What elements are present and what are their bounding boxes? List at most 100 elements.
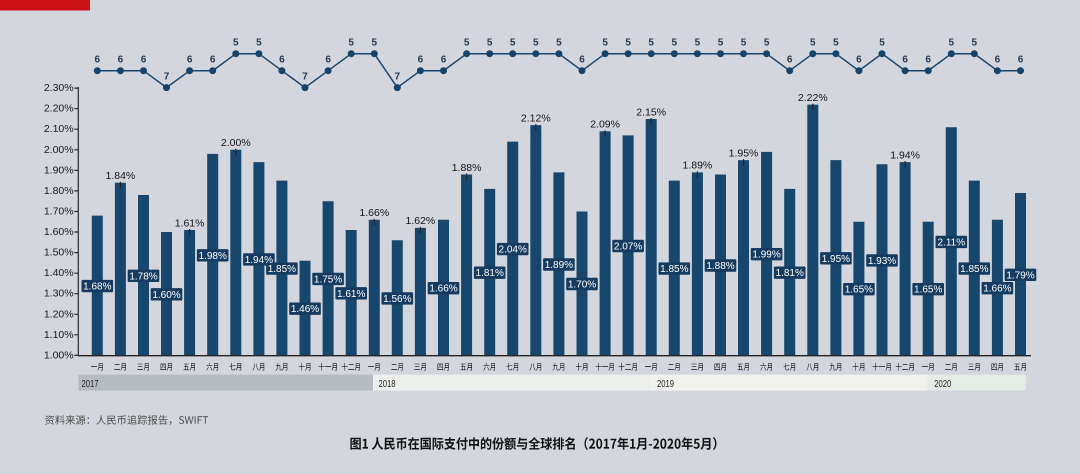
svg-text:1.65%: 1.65% — [845, 285, 873, 296]
svg-text:6: 6 — [579, 55, 585, 66]
svg-text:2.00%: 2.00% — [44, 144, 74, 156]
svg-text:1.56%: 1.56% — [383, 294, 411, 305]
svg-text:2018: 2018 — [379, 379, 396, 390]
svg-text:1.62%: 1.62% — [406, 215, 436, 227]
svg-text:1.80%: 1.80% — [44, 185, 74, 197]
svg-text:5: 5 — [348, 38, 354, 49]
svg-text:1.84%: 1.84% — [106, 170, 136, 182]
svg-text:2.00%: 2.00% — [221, 137, 251, 149]
svg-text:5: 5 — [602, 38, 608, 49]
svg-text:1.79%: 1.79% — [1006, 270, 1034, 281]
svg-text:1.60%: 1.60% — [44, 226, 74, 238]
svg-text:6: 6 — [325, 55, 331, 66]
svg-text:5: 5 — [949, 38, 955, 49]
svg-text:1.81%: 1.81% — [776, 268, 804, 279]
svg-text:6: 6 — [902, 55, 908, 66]
svg-text:5: 5 — [833, 38, 839, 49]
svg-text:1.20%: 1.20% — [44, 308, 74, 320]
svg-text:5: 5 — [672, 38, 678, 49]
svg-text:1.10%: 1.10% — [44, 329, 74, 341]
svg-text:7: 7 — [302, 71, 308, 82]
svg-text:1.85%: 1.85% — [960, 264, 988, 275]
svg-text:1.89%: 1.89% — [545, 260, 573, 271]
svg-text:2.04%: 2.04% — [499, 245, 527, 256]
svg-text:1.78%: 1.78% — [129, 271, 157, 282]
svg-text:5: 5 — [810, 38, 816, 49]
svg-text:2.07%: 2.07% — [614, 242, 642, 253]
svg-text:6: 6 — [187, 55, 193, 66]
svg-text:1.93%: 1.93% — [868, 256, 896, 267]
svg-text:5: 5 — [972, 38, 978, 49]
svg-text:1.66%: 1.66% — [429, 284, 457, 295]
svg-text:1.95%: 1.95% — [822, 254, 850, 265]
svg-text:5: 5 — [256, 38, 262, 49]
svg-text:1.89%: 1.89% — [683, 160, 713, 172]
svg-text:7: 7 — [395, 71, 401, 82]
svg-text:1.60%: 1.60% — [152, 290, 180, 301]
svg-text:1.85%: 1.85% — [268, 264, 296, 275]
svg-text:2.22%: 2.22% — [798, 92, 828, 104]
svg-text:1.66%: 1.66% — [983, 284, 1011, 295]
svg-text:1.50%: 1.50% — [44, 247, 74, 259]
svg-text:5: 5 — [879, 38, 885, 49]
svg-text:6: 6 — [441, 55, 447, 66]
svg-text:5: 5 — [487, 38, 493, 49]
svg-text:6: 6 — [995, 55, 1001, 66]
svg-text:2.09%: 2.09% — [590, 119, 620, 131]
svg-text:2.10%: 2.10% — [44, 123, 74, 135]
svg-text:1.61%: 1.61% — [337, 289, 365, 300]
svg-text:1.85%: 1.85% — [660, 264, 688, 275]
svg-text:1.81%: 1.81% — [476, 268, 504, 279]
svg-text:1.66%: 1.66% — [359, 207, 389, 219]
svg-text:1.88%: 1.88% — [706, 261, 734, 272]
svg-text:5: 5 — [648, 38, 654, 49]
svg-text:1.99%: 1.99% — [752, 250, 780, 261]
svg-text:5: 5 — [764, 38, 770, 49]
svg-text:1.98%: 1.98% — [199, 251, 227, 262]
svg-text:5: 5 — [233, 38, 239, 49]
svg-text:1.90%: 1.90% — [44, 164, 74, 176]
svg-text:2017: 2017 — [82, 379, 99, 390]
svg-text:6: 6 — [141, 55, 147, 66]
svg-text:2.15%: 2.15% — [636, 106, 666, 118]
svg-text:2020: 2020 — [934, 379, 951, 390]
svg-text:1.61%: 1.61% — [175, 217, 205, 229]
svg-text:5: 5 — [556, 38, 562, 49]
svg-text:1.94%: 1.94% — [890, 149, 920, 161]
svg-text:2.12%: 2.12% — [521, 112, 551, 124]
svg-text:7: 7 — [164, 71, 170, 82]
svg-text:5: 5 — [510, 38, 516, 49]
svg-text:6: 6 — [856, 55, 862, 66]
svg-text:2.30%: 2.30% — [44, 82, 74, 94]
svg-text:1.00%: 1.00% — [44, 349, 74, 361]
svg-text:6: 6 — [787, 55, 793, 66]
svg-text:6: 6 — [118, 55, 124, 66]
svg-text:2019: 2019 — [657, 379, 674, 390]
svg-text:2.11%: 2.11% — [937, 237, 965, 248]
svg-text:1.30%: 1.30% — [44, 288, 74, 300]
svg-text:1.75%: 1.75% — [314, 274, 342, 285]
svg-text:1.70%: 1.70% — [44, 206, 74, 218]
svg-text:5: 5 — [372, 38, 378, 49]
svg-text:6: 6 — [418, 55, 424, 66]
svg-text:2.20%: 2.20% — [44, 103, 74, 115]
svg-text:5: 5 — [464, 38, 470, 49]
svg-text:1.40%: 1.40% — [44, 267, 74, 279]
svg-text:5: 5 — [718, 38, 724, 49]
svg-text:6: 6 — [925, 55, 931, 66]
svg-text:1.65%: 1.65% — [914, 285, 942, 296]
svg-text:5: 5 — [625, 38, 631, 49]
svg-text:1.94%: 1.94% — [245, 255, 273, 266]
svg-text:5: 5 — [741, 38, 747, 49]
svg-text:6: 6 — [95, 55, 101, 66]
svg-text:6: 6 — [1018, 55, 1024, 66]
svg-text:1.46%: 1.46% — [291, 304, 319, 315]
svg-text:1.70%: 1.70% — [568, 280, 596, 291]
svg-text:6: 6 — [279, 55, 285, 66]
svg-text:1.68%: 1.68% — [83, 282, 111, 293]
svg-text:1.88%: 1.88% — [452, 162, 482, 174]
svg-text:6: 6 — [210, 55, 216, 66]
svg-text:1.95%: 1.95% — [729, 147, 759, 159]
svg-text:5: 5 — [695, 38, 701, 49]
svg-text:5: 5 — [533, 38, 539, 49]
